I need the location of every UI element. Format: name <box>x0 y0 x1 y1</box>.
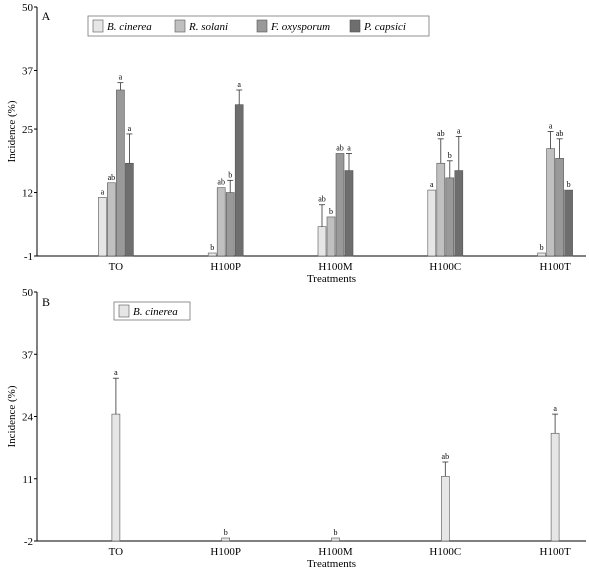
significance-label: ab <box>442 452 450 461</box>
bar <box>436 162 446 257</box>
legend-swatch <box>256 19 268 33</box>
bar <box>454 170 464 257</box>
x-tick-label: H100M <box>318 546 352 558</box>
bar <box>331 537 340 542</box>
x-tick-label: H100M <box>318 261 352 273</box>
y-tick-label: 50 <box>22 287 34 299</box>
bar <box>555 158 564 257</box>
bar <box>234 104 244 257</box>
bar <box>225 192 235 257</box>
panel-b: -2 11 24 37 50 Incidence (%) Treatments B TO a H10… <box>6 287 586 568</box>
x-axis-label: Treatments <box>307 273 356 285</box>
bar <box>125 162 134 257</box>
bar <box>317 226 327 257</box>
legend-entry: P. capsici <box>363 21 406 33</box>
y-axis-label: Incidence (%) <box>6 100 18 162</box>
significance-label: a <box>549 122 553 131</box>
bar <box>216 187 226 257</box>
significance-label: a <box>128 124 132 133</box>
significance-label: b <box>329 207 333 216</box>
y-tick-label: -2 <box>24 536 33 548</box>
y-tick-label: 12 <box>22 188 33 200</box>
y-tick-label: 11 <box>22 474 33 486</box>
x-tick-label: TO <box>109 546 124 558</box>
bar <box>98 197 107 257</box>
significance-label: ab <box>217 178 225 187</box>
y-tick-label: 50 <box>22 2 34 14</box>
bar <box>537 252 546 257</box>
x-axis-label: Treatments <box>307 558 356 568</box>
x-tick-label: H100P <box>210 546 241 558</box>
significance-label: a <box>457 126 461 135</box>
y-tick-label: 37 <box>22 65 34 77</box>
y-tick-label: 25 <box>22 124 34 136</box>
significance-label: b <box>228 170 232 179</box>
significance-label: b <box>448 151 452 160</box>
bar <box>344 170 354 257</box>
legend-swatch <box>92 19 104 33</box>
bar <box>335 153 345 257</box>
y-tick-label: -1 <box>24 251 33 263</box>
legend-swatch <box>349 19 361 33</box>
significance-label: b <box>210 243 214 252</box>
x-tick-label: TO <box>109 261 124 273</box>
significance-label: ab <box>318 195 326 204</box>
legend-entry: B. cinerea <box>107 21 152 33</box>
legend-swatch <box>174 19 186 33</box>
significance-label: b <box>334 528 338 537</box>
significance-label: a <box>347 143 351 152</box>
legend-swatch <box>118 304 130 318</box>
significance-label: ab <box>336 143 344 152</box>
bar <box>326 216 336 257</box>
significance-label: a <box>119 73 123 82</box>
bar <box>111 413 121 542</box>
significance-label: b <box>224 528 228 537</box>
significance-label: ab <box>437 129 445 138</box>
panel-label: A <box>42 9 51 23</box>
bar <box>427 189 437 257</box>
bar <box>221 537 230 542</box>
legend-entry: F. oxysporum <box>270 21 330 33</box>
significance-label: b <box>567 180 571 189</box>
x-tick-label: H100P <box>210 261 241 273</box>
significance-label: a <box>553 404 557 413</box>
legend-box <box>113 301 191 321</box>
x-tick-label: H100C <box>429 261 461 273</box>
panel-label: B <box>42 295 50 309</box>
bar <box>440 476 450 542</box>
significance-label: a <box>237 80 241 89</box>
significance-label: b <box>540 243 544 252</box>
bar <box>546 148 555 257</box>
y-axis-label: Incidence (%) <box>6 385 18 447</box>
significance-label: a <box>101 187 105 196</box>
significance-label: a <box>430 180 434 189</box>
legend-entry: R. solani <box>188 21 228 33</box>
bar <box>445 177 455 257</box>
y-tick-label: 24 <box>22 412 34 424</box>
y-tick-label: 37 <box>22 349 34 361</box>
significance-label: a <box>114 368 118 377</box>
bar <box>550 432 560 542</box>
bar <box>564 189 573 257</box>
legend-entry: B. cinerea <box>133 306 178 318</box>
x-tick-label: H100T <box>540 261 571 273</box>
significance-label: ab <box>556 129 564 138</box>
x-tick-label: H100T <box>540 546 571 558</box>
bar <box>207 252 217 257</box>
x-tick-label: H100C <box>429 546 461 558</box>
significance-label: ab <box>108 173 116 182</box>
bar <box>116 89 125 257</box>
bar <box>107 182 116 257</box>
